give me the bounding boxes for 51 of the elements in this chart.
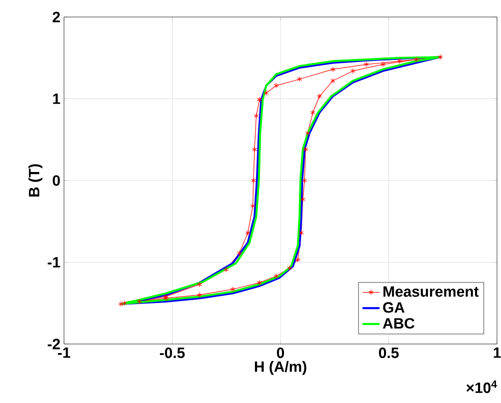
legend-label: GA — [383, 302, 405, 313]
y-tick-label: 0 — [52, 175, 60, 186]
point — [254, 113, 259, 119]
point — [397, 58, 402, 64]
point — [364, 62, 369, 68]
point — [197, 282, 202, 288]
point — [330, 78, 336, 84]
x-axis-title: H (A/m) — [254, 360, 306, 375]
y-tick-label: 2 — [52, 12, 60, 22]
point — [274, 82, 279, 88]
x-tick-label: 1 — [494, 348, 501, 358]
point — [302, 178, 307, 184]
point — [230, 286, 236, 292]
text: ×10$^{4}$ — [466, 380, 497, 394]
point — [257, 96, 262, 102]
x-tick-label: -0.5 — [160, 348, 185, 358]
legend-label: Measurement — [383, 286, 479, 297]
point — [330, 66, 336, 72]
x-tick-label: 0 — [276, 348, 284, 358]
point — [224, 266, 229, 272]
point — [317, 94, 322, 100]
point — [298, 230, 304, 236]
point — [252, 146, 257, 152]
point — [300, 196, 306, 202]
point — [197, 292, 202, 298]
legend-label: ABC — [382, 318, 414, 329]
point — [245, 230, 250, 236]
point — [250, 203, 256, 209]
point — [310, 110, 316, 116]
point — [414, 56, 419, 62]
point — [287, 265, 292, 271]
point — [164, 295, 168, 302]
point — [350, 68, 356, 74]
x-tick-label: 0.5 — [378, 348, 399, 358]
point — [295, 257, 300, 263]
y-tick-label: -2 — [48, 338, 60, 350]
point — [297, 76, 302, 82]
point — [257, 280, 262, 286]
point — [164, 294, 168, 300]
point — [274, 273, 279, 279]
point — [305, 130, 310, 136]
point — [236, 250, 242, 256]
point — [303, 146, 308, 152]
y-tick-label: 1 — [53, 94, 60, 104]
y-tick-label: -1 — [48, 257, 60, 268]
point — [438, 54, 443, 60]
point — [136, 298, 142, 304]
point — [380, 62, 386, 68]
point — [264, 90, 269, 96]
y-axis-title: B (T) — [28, 164, 42, 197]
point — [250, 178, 256, 184]
